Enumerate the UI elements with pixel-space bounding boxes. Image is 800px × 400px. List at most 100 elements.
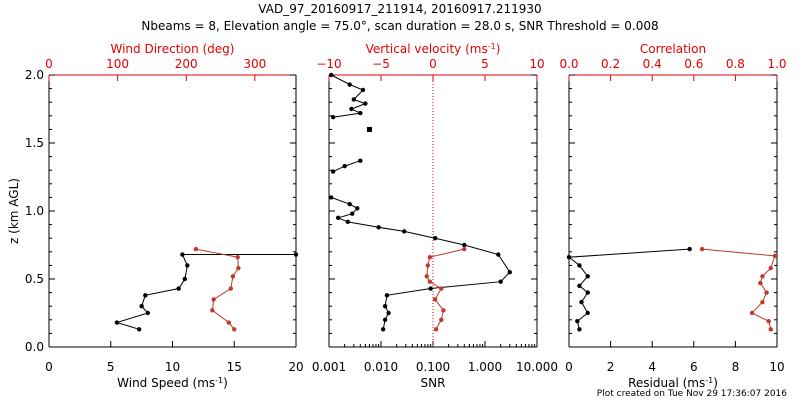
data-point (230, 274, 236, 279)
x-axis-label: Wind Speed (ms-1) (117, 376, 228, 391)
data-point (349, 106, 354, 112)
data-point (330, 114, 336, 120)
x-tick-label: 0.100 (416, 360, 450, 374)
data-point (114, 320, 120, 325)
data-point (360, 87, 366, 93)
data-point (358, 158, 363, 163)
series-line (330, 74, 367, 118)
data-point (382, 304, 388, 309)
data-point (462, 246, 467, 252)
series-line (115, 254, 296, 330)
series-line (331, 196, 511, 330)
chart-subtitle: Nbeams = 8, Elevation angle = 75.0°, sca… (141, 19, 658, 33)
data-point (439, 286, 444, 291)
x-tick-label: 8 (732, 360, 740, 374)
data-point (577, 283, 582, 288)
data-point (185, 263, 190, 268)
x-tick-label: 0.010 (364, 360, 398, 374)
data-point (441, 308, 446, 313)
plot-created-footer: Plot created on Tue Nov 29 17:36:07 2016 (597, 389, 787, 399)
data-point (182, 276, 188, 282)
data-point (351, 97, 357, 102)
data-point (585, 274, 590, 279)
x-axis-label: Residual (ms-1) (628, 376, 718, 391)
data-point (766, 318, 771, 324)
data-point (226, 320, 231, 325)
top-tick-label: 0.6 (684, 57, 703, 71)
data-point (496, 252, 501, 257)
data-point (566, 255, 572, 260)
data-point (498, 279, 503, 284)
data-point (363, 101, 368, 106)
top-tick-label: 0 (45, 57, 53, 71)
top-axis-label: Correlation (640, 42, 706, 56)
top-tick-label: 0.2 (601, 57, 620, 71)
data-point (193, 246, 199, 252)
top-tick-label: 0.8 (726, 57, 745, 71)
data-point (428, 286, 433, 291)
data-point (380, 327, 386, 332)
x-tick-label: 0.001 (312, 360, 346, 374)
data-point (579, 299, 584, 305)
data-point (575, 318, 580, 324)
data-point (136, 327, 142, 332)
data-point (432, 236, 438, 241)
data-point (145, 310, 150, 316)
data-point (330, 169, 336, 174)
data-point (768, 327, 773, 332)
chart-title: VAD_97_20160917_211914, 20160917.211930 (258, 2, 541, 16)
top-axis-label: Wind Direction (deg) (111, 42, 235, 56)
data-point (358, 110, 363, 116)
x-tick-label: 2 (607, 360, 615, 374)
data-point (345, 219, 351, 225)
series-line (426, 248, 465, 330)
top-tick-label: 100 (106, 57, 129, 71)
data-point (328, 72, 334, 78)
data-point (433, 327, 439, 332)
data-point (328, 195, 334, 200)
top-tick-label: 0.0 (559, 57, 578, 71)
y-tick-label: 2.0 (25, 68, 44, 82)
data-point (347, 82, 352, 87)
data-point (232, 327, 237, 332)
data-point (350, 211, 355, 216)
data-point (382, 317, 388, 322)
top-tick-label: −10 (316, 57, 341, 71)
top-tick-label: 200 (175, 57, 198, 71)
top-tick-label: 300 (243, 57, 266, 71)
x-tick-label: 0 (45, 360, 53, 374)
data-point (439, 317, 444, 322)
data-point (760, 299, 765, 305)
data-point (176, 286, 181, 291)
top-tick-label: 1.0 (767, 57, 786, 71)
data-point (432, 297, 438, 302)
data-point (235, 255, 240, 260)
data-point (424, 274, 429, 279)
x-tick-label: 5 (107, 360, 115, 374)
x-tick-label: 10 (769, 360, 784, 374)
data-point (210, 308, 215, 313)
data-point (342, 163, 347, 169)
data-point (749, 310, 755, 316)
series-line (567, 248, 690, 330)
data-point (760, 274, 765, 279)
top-tick-label: 5 (481, 57, 489, 71)
x-tick-label: 15 (227, 360, 242, 374)
data-point (228, 286, 234, 291)
data-point (143, 293, 148, 298)
data-point (585, 310, 590, 316)
top-tick-label: 10 (529, 57, 544, 71)
top-tick-label: −5 (372, 57, 390, 71)
data-point (236, 265, 241, 271)
data-point (293, 252, 299, 257)
y-tick-label: 1.0 (25, 204, 44, 218)
data-point (425, 263, 430, 268)
x-tick-label: 10 (165, 360, 180, 374)
y-axis-label: z (km AGL) (7, 178, 21, 244)
data-point (427, 255, 433, 260)
data-point (585, 290, 590, 295)
data-point (386, 310, 391, 316)
data-point (376, 225, 381, 230)
